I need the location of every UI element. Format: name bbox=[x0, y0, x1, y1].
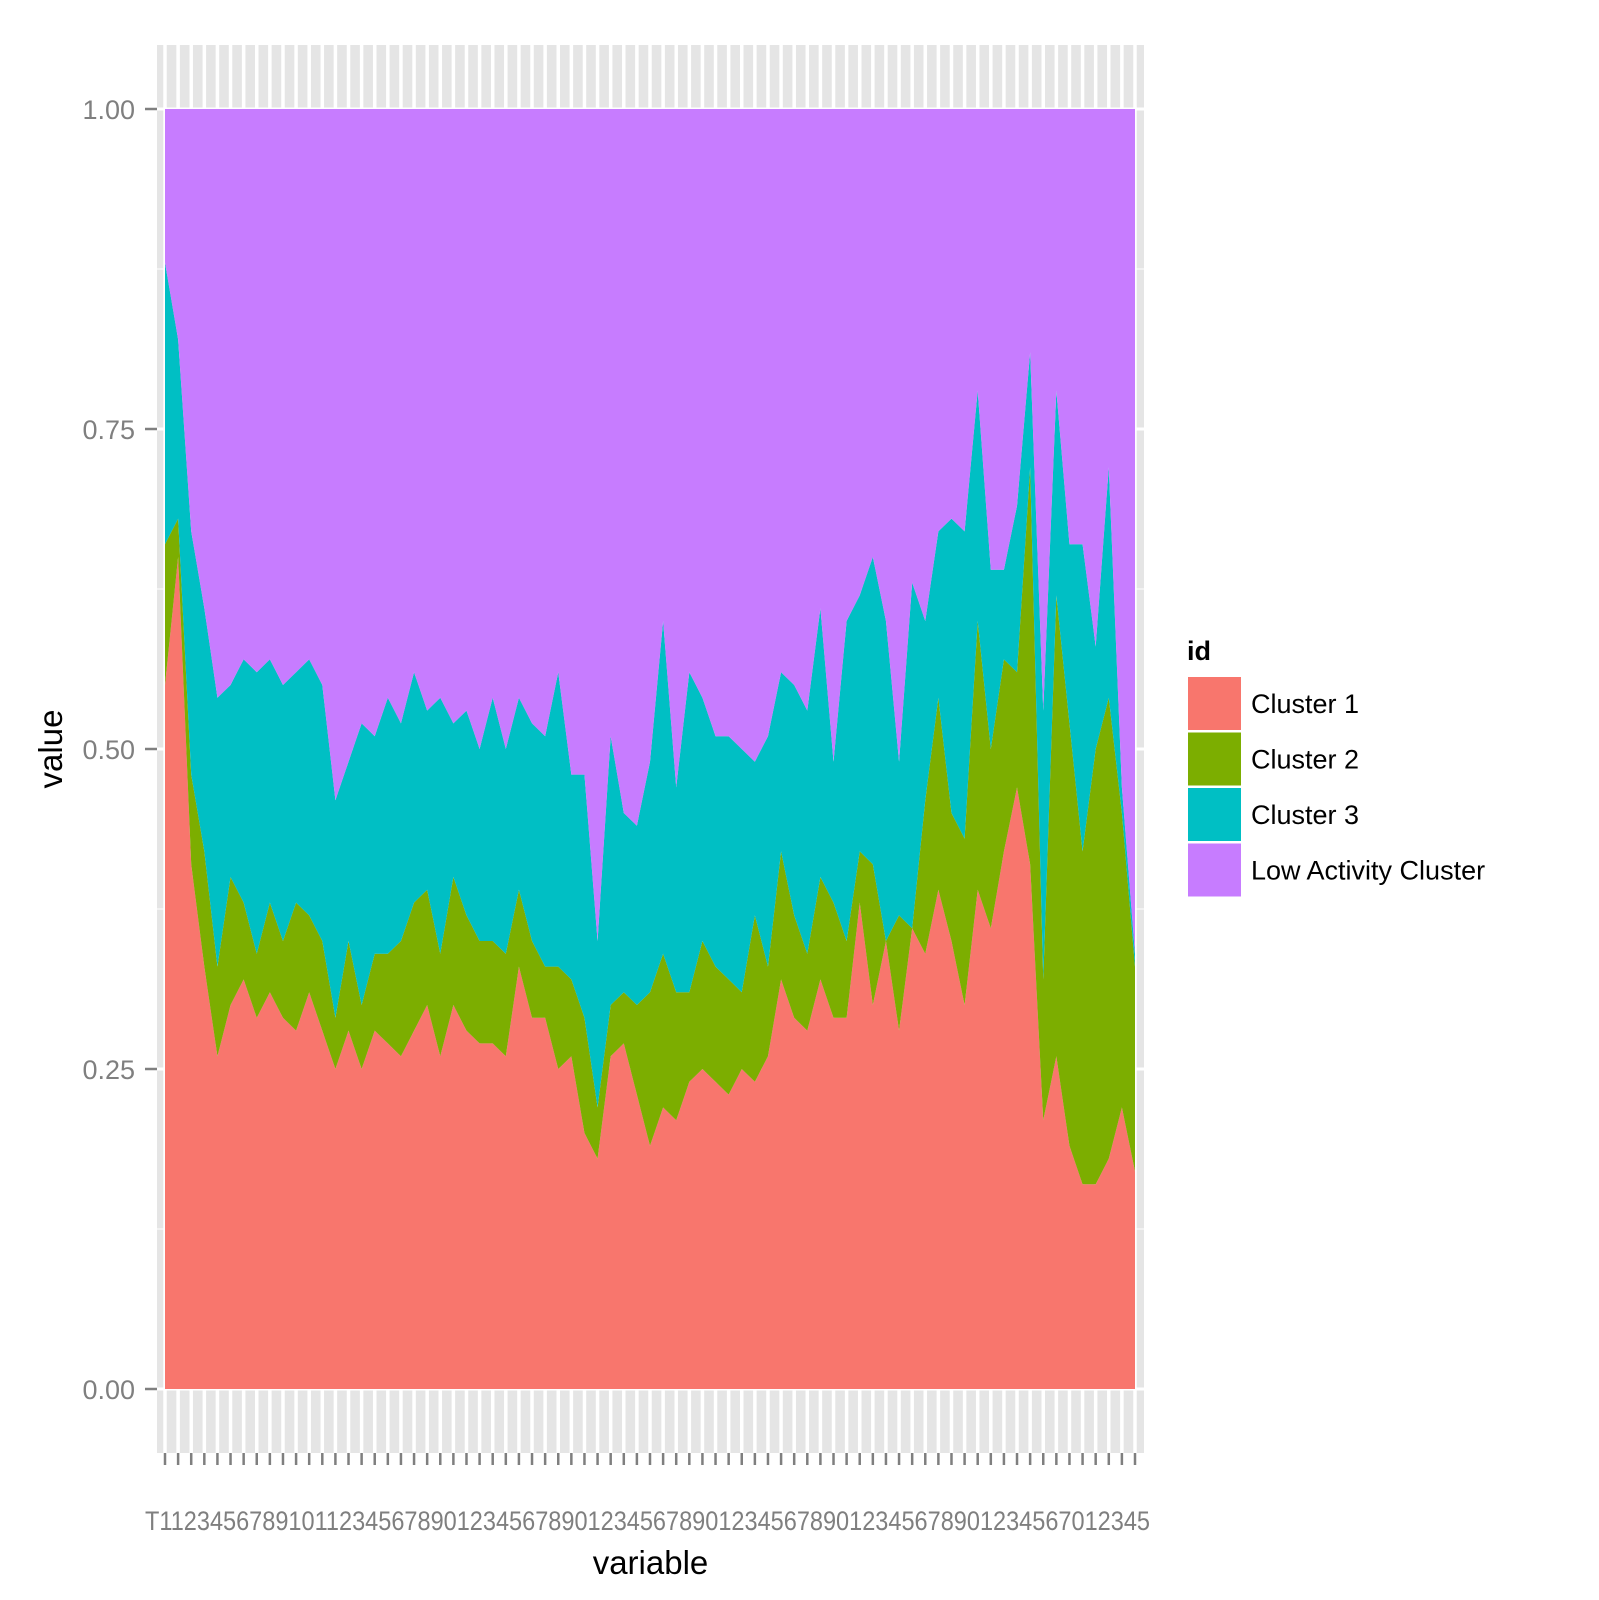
y-tick-label: 0.25 bbox=[82, 1055, 135, 1085]
legend-key bbox=[1186, 730, 1243, 788]
area-series-group bbox=[165, 109, 1135, 1389]
legend-key bbox=[1186, 786, 1243, 843]
legend-title: id bbox=[1187, 636, 1211, 666]
legend-label: Cluster 1 bbox=[1251, 689, 1359, 719]
y-tick-label: 0.00 bbox=[82, 1375, 135, 1405]
y-axis-title: value bbox=[32, 710, 69, 789]
y-tick-label: 1.00 bbox=[82, 95, 135, 125]
x-tick-labels: T112345678910112345678901234567890123456… bbox=[145, 1506, 1150, 1536]
x-axis: T112345678910112345678901234567890123456… bbox=[145, 1453, 1150, 1536]
legend-label: Cluster 3 bbox=[1251, 800, 1359, 830]
x-axis-title: variable bbox=[593, 1544, 709, 1581]
legend-label: Low Activity Cluster bbox=[1251, 856, 1485, 886]
area-cluster-1 bbox=[165, 557, 1135, 1389]
area-cluster-2 bbox=[165, 467, 1135, 1185]
y-tick-label: 0.50 bbox=[82, 735, 135, 765]
legend-key bbox=[1186, 675, 1243, 732]
y-axis: 0.00 0.25 0.50 0.75 1.00 bbox=[82, 95, 157, 1405]
area-cluster-3 bbox=[165, 262, 1135, 1108]
legend-label: Cluster 2 bbox=[1251, 745, 1359, 775]
y-tick-label: 0.75 bbox=[82, 415, 135, 445]
legend: id Cluster 1 Cluster 2 Cluster 3 Low Activi… bbox=[1186, 636, 1485, 899]
legend-key bbox=[1186, 841, 1243, 899]
area-low-activity-cluster bbox=[165, 109, 1135, 954]
